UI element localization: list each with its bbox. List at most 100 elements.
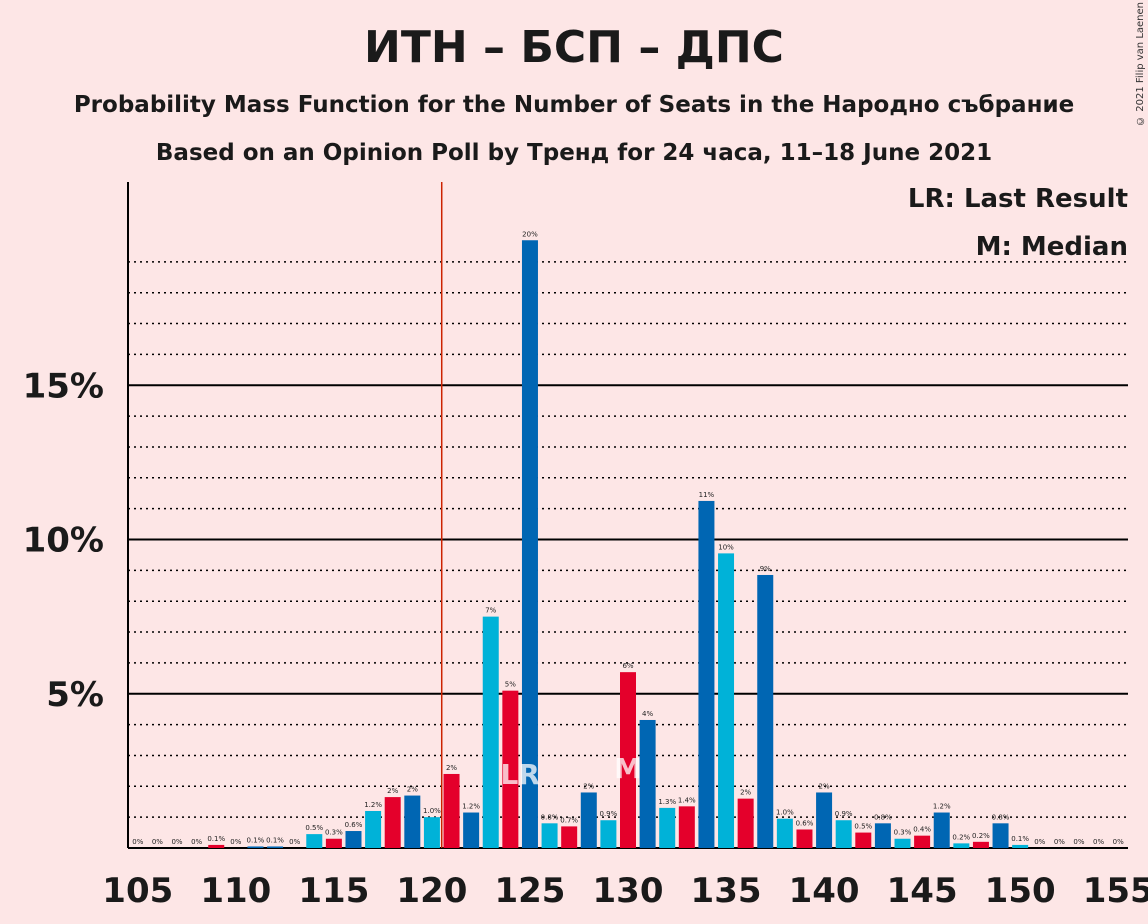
- bar-value-label: 2%: [583, 782, 594, 790]
- bar: [953, 843, 970, 848]
- bar-value-label: 0%: [1054, 838, 1065, 846]
- bar-value-label: 0.1%: [207, 835, 225, 843]
- bar: [659, 807, 676, 848]
- legend-last-result: LR: Last Result: [907, 184, 1128, 214]
- bar: [972, 841, 989, 848]
- bar-value-label: 0.7%: [560, 816, 578, 824]
- bar-value-label: 1.2%: [462, 803, 480, 811]
- bar-value-label: 0%: [289, 838, 300, 846]
- bar-value-label: 0.9%: [599, 810, 617, 818]
- bar: [855, 832, 872, 848]
- bar-value-label: 0%: [152, 838, 163, 846]
- bar: [502, 690, 519, 848]
- bar: [482, 616, 499, 848]
- bar: [718, 553, 735, 848]
- x-tick-label: 115: [298, 871, 369, 911]
- bar: [580, 792, 597, 848]
- bar-value-label: 0%: [132, 838, 143, 846]
- bar-value-label: 10%: [718, 543, 734, 551]
- bar-value-label: 4%: [642, 710, 653, 718]
- bar-value-label: 0%: [230, 838, 241, 846]
- bar: [521, 240, 538, 848]
- bar: [933, 812, 950, 848]
- legend-median: M: Median: [975, 232, 1128, 262]
- bar-value-label: 1.3%: [658, 798, 676, 806]
- bar: [365, 810, 382, 848]
- bar: [639, 719, 656, 848]
- bar: [443, 773, 460, 848]
- bar: [737, 798, 754, 848]
- bar-value-label: 0.4%: [913, 826, 931, 834]
- x-tick-label: 145: [887, 871, 958, 911]
- bar: [914, 835, 931, 848]
- bar-value-label: 6%: [622, 662, 633, 670]
- bar: [247, 846, 264, 848]
- bar: [325, 838, 342, 848]
- bar: [874, 823, 891, 848]
- bar: [208, 844, 225, 848]
- bar: [894, 838, 911, 848]
- bar: [423, 817, 440, 848]
- bar-value-label: 5%: [505, 681, 516, 689]
- bar-value-label: 0%: [191, 838, 202, 846]
- bar-value-label: 2%: [819, 782, 830, 790]
- bar-value-label: 0.2%: [952, 833, 970, 841]
- bar-value-label: 11%: [699, 491, 715, 499]
- bar-value-label: 0.1%: [247, 836, 265, 844]
- x-tick-label: 135: [691, 871, 762, 911]
- x-tick-label: 130: [593, 871, 664, 911]
- bar-value-label: 0.8%: [874, 813, 892, 821]
- bar: [620, 672, 636, 848]
- last-result-marker: LR: [500, 758, 539, 791]
- y-tick-label: 10%: [23, 521, 104, 561]
- x-tick-label: 155: [1083, 871, 1148, 911]
- bar: [404, 795, 421, 848]
- bar: [306, 834, 323, 848]
- bar: [757, 574, 774, 848]
- bar: [463, 812, 480, 848]
- bar: [678, 806, 695, 848]
- bar-value-label: 0.1%: [266, 836, 284, 844]
- bar: [384, 797, 401, 848]
- bar: [835, 820, 852, 848]
- bar-value-label: 1.0%: [776, 809, 794, 817]
- bar: [345, 831, 362, 848]
- bar: [561, 826, 578, 848]
- bar-value-label: 0%: [171, 838, 182, 846]
- bar-value-label: 0%: [1073, 838, 1084, 846]
- bar-value-label: 0.9%: [835, 810, 853, 818]
- y-tick-label: 15%: [23, 366, 104, 406]
- bar-value-label: 0.5%: [305, 824, 323, 832]
- chart-title: ИТН – БСП – ДПС: [364, 22, 784, 73]
- chart-subtitle: Probability Mass Function for the Number…: [73, 92, 1075, 118]
- bar-value-label: 1.4%: [678, 796, 696, 804]
- bar: [776, 818, 793, 848]
- bar-value-label: 1.0%: [423, 807, 441, 815]
- bar-value-label: 0.3%: [894, 829, 912, 837]
- bar-value-label: 0.6%: [345, 821, 363, 829]
- bar: [992, 823, 1009, 848]
- bar-value-label: 0%: [1113, 838, 1124, 846]
- y-tick-label: 5%: [46, 675, 104, 715]
- bar-value-label: 0%: [1093, 838, 1104, 846]
- bar-value-label: 0.1%: [1011, 835, 1029, 843]
- bar: [1012, 844, 1029, 848]
- x-tick-label: 110: [200, 871, 271, 911]
- bar-value-label: 2%: [387, 787, 398, 795]
- bar-value-label: 0.2%: [972, 832, 990, 840]
- bar-value-label: 20%: [522, 230, 538, 238]
- bar-value-label: 2%: [407, 786, 418, 794]
- bar-value-label: 1.2%: [364, 801, 382, 809]
- bar-value-label: 0.6%: [796, 819, 814, 827]
- bar: [600, 820, 617, 848]
- bar-value-label: 0.5%: [854, 823, 872, 831]
- bar-value-label: 9%: [760, 565, 771, 573]
- bar-value-label: 7%: [485, 607, 496, 615]
- chart-subtitle-poll: Based on an Opinion Poll by Тренд for 24…: [155, 140, 993, 166]
- bar: [267, 846, 284, 848]
- bar-value-label: 0.8%: [992, 813, 1010, 821]
- bar-value-label: 0.3%: [325, 829, 343, 837]
- median-marker: M: [614, 752, 642, 785]
- bar-value-label: 0%: [1034, 838, 1045, 846]
